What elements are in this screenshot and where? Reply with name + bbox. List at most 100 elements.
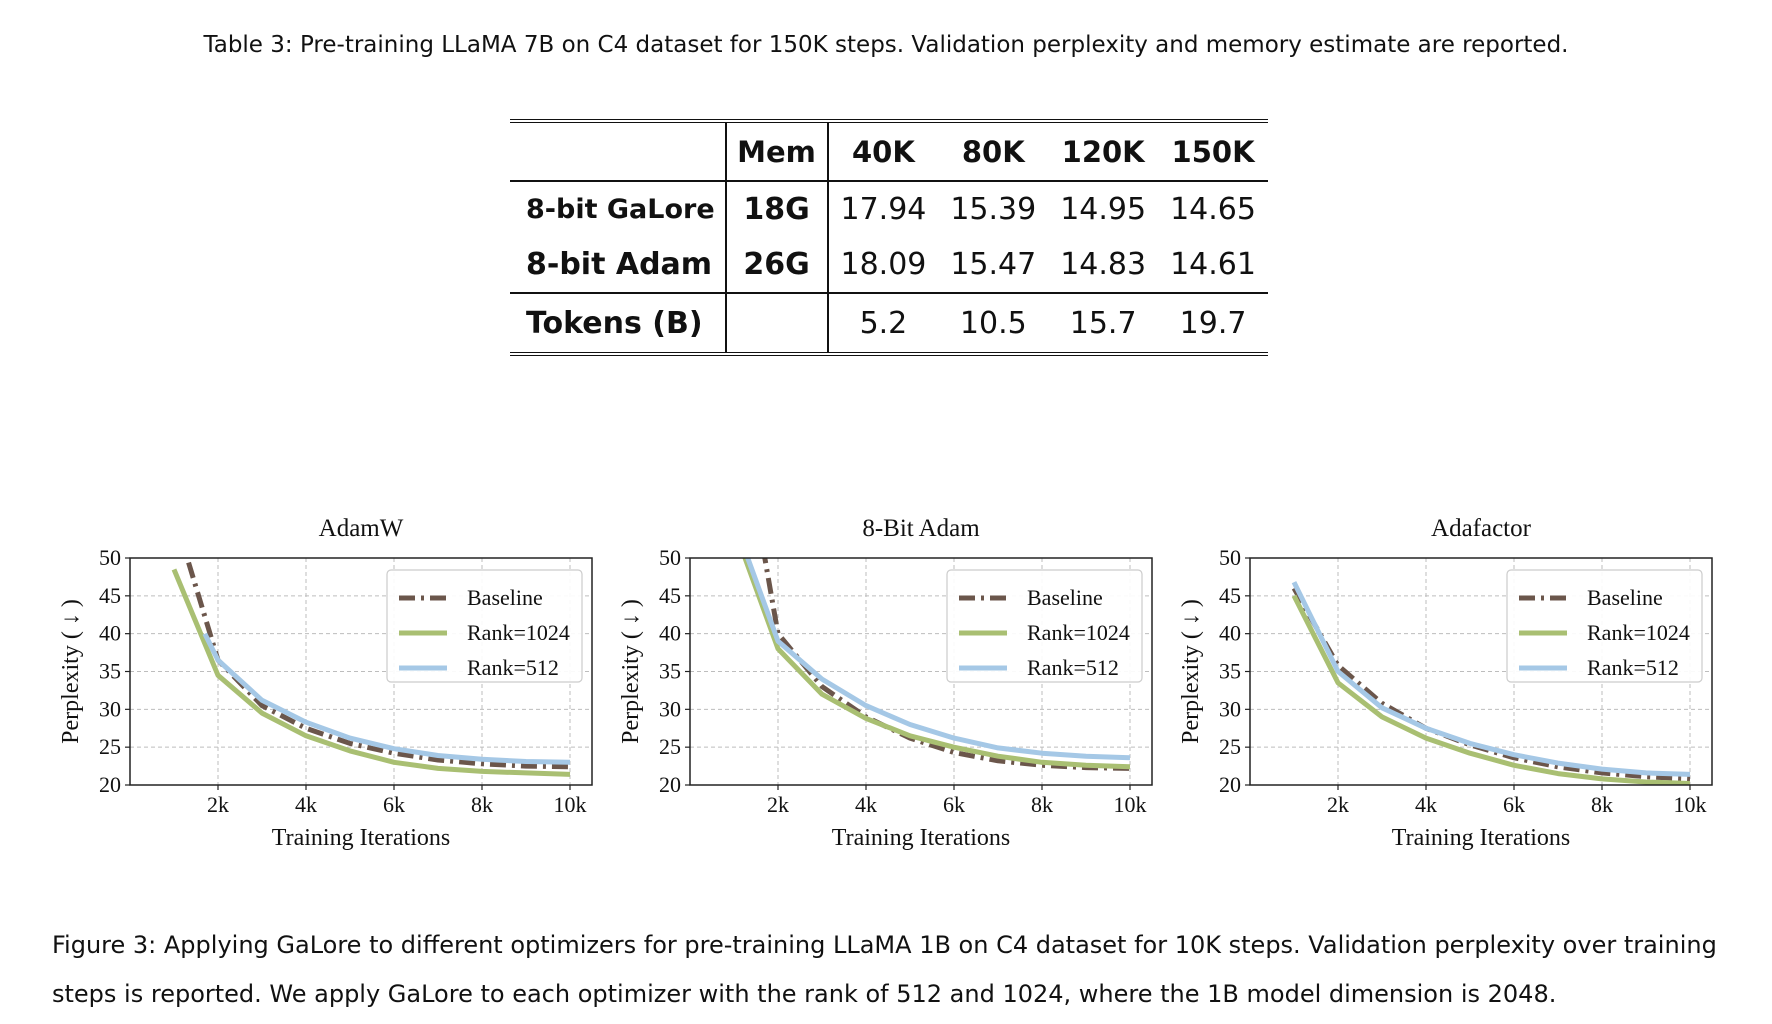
y-axis-label: Perplexity ( ↓ ) bbox=[618, 599, 644, 744]
row-label: 8-bit GaLore bbox=[526, 194, 715, 225]
y-tick-label: 50 bbox=[659, 545, 681, 570]
x-tick-label: 8k bbox=[471, 792, 493, 817]
legend: Baseline Rank=1024 Rank=512 bbox=[1506, 569, 1703, 683]
chart-title: Adafactor bbox=[1431, 515, 1532, 542]
header-cell-150k: 150K bbox=[1158, 121, 1268, 182]
y-tick-label: 40 bbox=[99, 621, 121, 646]
chart-title: 8-Bit Adam bbox=[862, 515, 980, 542]
series-line-rank-1024 bbox=[171, 568, 571, 777]
y-axis-label: Perplexity ( ↓ ) bbox=[1178, 599, 1204, 744]
x-tick-label: 2k bbox=[207, 792, 229, 817]
value-cell: 18.09 bbox=[840, 247, 927, 282]
y-tick-label: 25 bbox=[99, 734, 121, 759]
legend: Baseline Rank=1024 Rank=512 bbox=[946, 569, 1143, 683]
value-cell: 14.95 bbox=[1060, 192, 1147, 227]
figure-caption: Figure 3: Applying GaLore to different o… bbox=[52, 931, 1717, 1008]
series-line-rank-1024 bbox=[742, 558, 1131, 770]
legend: Baseline Rank=1024 Rank=512 bbox=[386, 569, 583, 683]
ticks: 2k 4k 6k 8k 10k 20 25 30 35 40 45 50 bbox=[99, 545, 587, 817]
x-tick-label: 4k bbox=[295, 792, 317, 817]
legend-label: Rank=512 bbox=[1587, 655, 1679, 680]
legend-label: Rank=512 bbox=[1027, 655, 1119, 680]
y-tick-label: 40 bbox=[659, 621, 681, 646]
y-tick-label: 30 bbox=[99, 696, 121, 721]
x-axis-label: Training Iterations bbox=[272, 825, 450, 851]
header-cell-120k: 120K bbox=[1048, 121, 1159, 182]
header-cell-40k: 40K bbox=[827, 121, 939, 182]
mem-cell bbox=[724, 292, 829, 354]
legend-label: Rank=1024 bbox=[1027, 620, 1130, 645]
chart-8bit-adam-svg: 2k 4k 6k 8k 10k 20 25 30 35 40 45 50 8-Bit Adam Train… bbox=[618, 515, 1153, 851]
series-line-rank-1024 bbox=[1291, 594, 1691, 785]
x-tick-label: 2k bbox=[767, 792, 789, 817]
chart-adamw: 2k 4k 6k 8k 10k 20 25 30 35 40 45 50 AdamW Training I… bbox=[50, 500, 610, 860]
x-tick-label: 10k bbox=[1674, 792, 1707, 817]
series-line-rank-512 bbox=[202, 632, 571, 765]
series-group bbox=[171, 558, 571, 777]
legend-label: Rank=512 bbox=[467, 655, 559, 680]
series-group bbox=[1291, 581, 1691, 785]
mem-cell: 26G bbox=[724, 237, 829, 293]
series-line-rank-512 bbox=[745, 558, 1131, 761]
legend-label: Rank=1024 bbox=[467, 620, 570, 645]
x-tick-label: 2k bbox=[1327, 792, 1349, 817]
chart-adafactor-svg: 2k 4k 6k 8k 10k 20 25 30 35 40 45 50 Adafactor Traini… bbox=[1178, 515, 1713, 851]
series-line-baseline bbox=[184, 558, 571, 770]
chart-adamw-svg: 2k 4k 6k 8k 10k 20 25 30 35 40 45 50 AdamW Training I… bbox=[58, 515, 593, 851]
y-tick-label: 45 bbox=[99, 583, 121, 608]
y-tick-label: 30 bbox=[659, 696, 681, 721]
x-axis-label: Training Iterations bbox=[832, 825, 1010, 851]
x-tick-label: 10k bbox=[554, 792, 587, 817]
chart-8bit-adam: 2k 4k 6k 8k 10k 20 25 30 35 40 45 50 8-Bit Adam Train… bbox=[610, 500, 1170, 860]
chart-title: AdamW bbox=[319, 515, 404, 542]
value-cell: 10.5 bbox=[938, 292, 1049, 354]
value-cell: 14.83 bbox=[1060, 247, 1147, 282]
y-tick-label: 35 bbox=[99, 659, 121, 684]
legend-label: Baseline bbox=[1027, 585, 1103, 610]
row-label: 8-bit Adam bbox=[526, 247, 713, 282]
header-cell-mem: Mem bbox=[724, 121, 829, 182]
y-tick-label: 20 bbox=[659, 772, 681, 797]
value-cell: 15.7 bbox=[1048, 292, 1159, 354]
ticks: 2k 4k 6k 8k 10k 20 25 30 35 40 45 50 bbox=[1219, 545, 1707, 817]
table-row-8bit-adam: 8-bit Adam 26G 18.09 15.47 14.83 14.61 bbox=[510, 237, 1268, 293]
x-tick-label: 6k bbox=[383, 792, 405, 817]
y-tick-label: 35 bbox=[1219, 659, 1241, 684]
y-tick-label: 25 bbox=[659, 734, 681, 759]
y-axis-label: Perplexity ( ↓ ) bbox=[58, 599, 84, 744]
x-tick-label: 8k bbox=[1031, 792, 1053, 817]
legend-label: Rank=1024 bbox=[1587, 620, 1690, 645]
value-cell: 17.94 bbox=[840, 192, 927, 227]
value-cell: 15.47 bbox=[950, 247, 1037, 282]
mem-cell: 18G bbox=[724, 181, 829, 237]
y-tick-label: 20 bbox=[99, 772, 121, 797]
legend-label: Baseline bbox=[467, 585, 543, 610]
y-tick-label: 30 bbox=[1219, 696, 1241, 721]
table-row-tokens: Tokens (B) 5.2 10.5 15.7 19.7 bbox=[510, 292, 1268, 354]
value-cell: 14.61 bbox=[1170, 247, 1256, 282]
y-tick-label: 50 bbox=[99, 545, 121, 570]
ticks: 2k 4k 6k 8k 10k 20 25 30 35 40 45 50 bbox=[659, 545, 1147, 817]
y-tick-label: 45 bbox=[1219, 583, 1241, 608]
chart-adafactor: 2k 4k 6k 8k 10k 20 25 30 35 40 45 50 Adafactor Traini… bbox=[1170, 500, 1730, 860]
table-caption: Table 3: Pre-training LLaMA 7B on C4 dat… bbox=[203, 32, 1569, 58]
x-tick-label: 10k bbox=[1114, 792, 1147, 817]
x-tick-label: 8k bbox=[1591, 792, 1613, 817]
series-group bbox=[742, 558, 1131, 771]
table-header-row: Mem 40K 80K 120K 150K bbox=[510, 121, 1268, 182]
y-tick-label: 50 bbox=[1219, 545, 1241, 570]
row-label: Tokens (B) bbox=[510, 292, 726, 354]
value-cell: 14.65 bbox=[1170, 192, 1256, 227]
series-line-baseline bbox=[1291, 587, 1691, 782]
legend-label: Baseline bbox=[1587, 585, 1663, 610]
y-tick-label: 20 bbox=[1219, 772, 1241, 797]
header-cell bbox=[510, 121, 726, 182]
y-tick-label: 45 bbox=[659, 583, 681, 608]
series-line-rank-512 bbox=[1291, 581, 1691, 777]
y-tick-label: 40 bbox=[1219, 621, 1241, 646]
y-tick-label: 25 bbox=[1219, 734, 1241, 759]
x-axis-label: Training Iterations bbox=[1392, 825, 1570, 851]
x-tick-label: 4k bbox=[1415, 792, 1437, 817]
x-tick-label: 4k bbox=[855, 792, 877, 817]
x-tick-label: 6k bbox=[943, 792, 965, 817]
